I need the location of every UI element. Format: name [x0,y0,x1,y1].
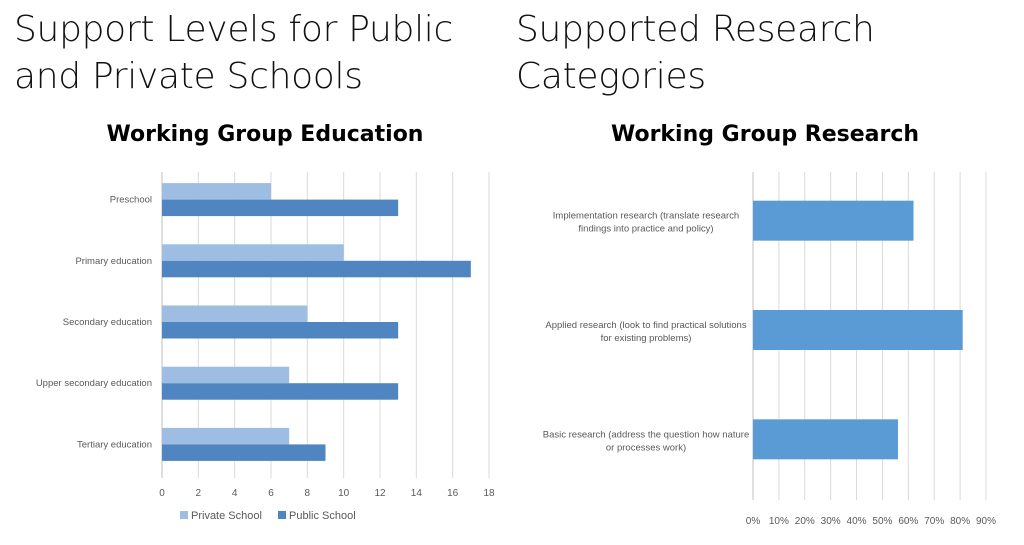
education-chart: 0 2 4 6 8 10 12 14 16 18 Preschool Primary educatio… [36,172,495,522]
x-tick-label: 10% [769,516,789,527]
bar-private [162,244,344,261]
bar-private [162,366,290,384]
x-tick-label: 60% [898,516,918,527]
bar-research [753,310,963,350]
x-tick-label: 70% [924,516,944,527]
category-label: or processes work) [606,442,686,453]
x-tick-label: 20% [795,516,815,527]
x-tick-label: 16 [447,488,459,499]
x-tick-label: 4 [232,488,238,499]
bar-research [753,419,898,460]
slide-heading-left-line-2: and Private Schools [14,56,363,97]
category-label: Implementation research (translate resea… [553,211,739,222]
legend-swatch [278,511,286,519]
x-tick-label: 8 [305,488,311,499]
category-label: Tertiary education [77,439,152,450]
x-tick-label: 10 [338,488,350,499]
legend-label: Public School [289,510,356,522]
x-tick-label: 18 [483,488,495,499]
bar-private [162,305,308,322]
category-label: Basic research (address the question how… [543,429,749,440]
category-label: Applied research (look to find practical… [545,320,746,331]
legend-swatch [180,511,188,519]
bar-research [753,200,914,241]
category-label: findings into practice and policy) [578,224,713,235]
x-tick-label: 6 [268,488,274,499]
x-tick-label: 40% [847,516,867,527]
slide-heading-left-line-1: Support Levels for Public [14,9,453,50]
chart-title-research: Working Group Research [610,122,920,147]
slide-heading-right-line-1: Supported Research [516,9,875,50]
legend-label: Private School [191,510,262,522]
x-tick-label: 14 [411,488,423,499]
bar-public [162,444,326,461]
chart-title-education: Working Group Education [106,122,424,147]
bar-private [162,427,290,445]
bar-public [162,383,399,400]
bar-public [162,322,399,339]
research-chart: 0% 10% 20% 30% 40% 50% 60% 70% 80% 90% Implementat… [543,172,996,527]
x-tick-label: 0% [746,516,761,527]
x-tick-label: 12 [374,488,386,499]
x-tick-label: 50% [872,516,892,527]
bar-public [162,260,471,278]
bar-private [162,183,271,200]
slide-heading-right-line-2: Categories [516,56,706,97]
x-tick-label: 0 [159,488,165,499]
slide-heading-right: Supported Research Categories [516,6,996,100]
bar-public [162,199,399,217]
x-tick-label: 30% [821,516,841,527]
category-label: Primary education [75,256,152,267]
category-label: Secondary education [63,317,152,328]
category-label: Upper secondary education [36,378,152,389]
x-tick-label: 2 [196,488,202,499]
x-tick-label: 80% [950,516,970,527]
category-label: Preschool [110,195,152,206]
x-tick-label: 90% [976,516,996,527]
category-label: for existing problems) [601,333,692,344]
slide-heading-left: Support Levels for Public and Private Sc… [14,6,494,100]
